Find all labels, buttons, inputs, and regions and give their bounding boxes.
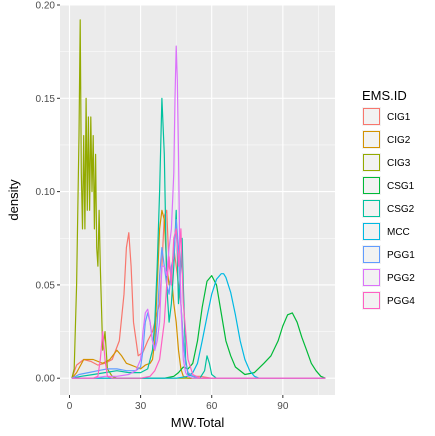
density-line-pgg4 bbox=[71, 228, 326, 379]
legend-key-bg bbox=[362, 268, 381, 287]
series-layer bbox=[71, 19, 326, 379]
legend-label-csg1: CSG1 bbox=[387, 181, 415, 192]
density-line-csg2 bbox=[71, 97, 326, 379]
x-tick-label: 30 bbox=[135, 401, 147, 412]
legend-key-pgg4 bbox=[363, 292, 380, 309]
legend-label-csg2: CSG2 bbox=[387, 204, 415, 215]
axes: 0 30 60 90 0.00 0.05 0.10 0.15 0.20 bbox=[36, 1, 289, 413]
legend-label-cig3: CIG3 bbox=[387, 158, 411, 169]
y-axis-title: density bbox=[6, 179, 21, 221]
legend-label-cig1: CIG1 bbox=[387, 112, 411, 123]
legend-key-bg bbox=[362, 153, 381, 172]
legend: EMS.ID CIG1 CIG2 CIG3 CSG1 CSG2 MCC PGG1 PGG2 PG… bbox=[362, 88, 415, 310]
legend-key-bg bbox=[362, 176, 381, 195]
x-axis-title: MW.Total bbox=[171, 415, 225, 430]
legend-key-bg bbox=[362, 222, 381, 241]
density-line-csg1 bbox=[71, 275, 326, 379]
legend-key-pgg2 bbox=[363, 269, 380, 286]
legend-key-csg1 bbox=[363, 177, 380, 194]
y-tick-label: 0.05 bbox=[36, 280, 56, 291]
x-tick-label: 60 bbox=[206, 401, 218, 412]
legend-key-csg2 bbox=[363, 200, 380, 217]
density-line-mcc bbox=[71, 273, 326, 379]
plot-panel bbox=[60, 5, 335, 395]
legend-key-bg bbox=[362, 130, 381, 149]
density-line-pgg2 bbox=[71, 45, 326, 379]
y-tick-label: 0.10 bbox=[36, 187, 56, 198]
legend-key-cig3 bbox=[363, 154, 380, 171]
legend-label-pgg1: PGG1 bbox=[387, 250, 415, 261]
y-tick-label: 0.00 bbox=[36, 374, 56, 385]
legend-key-bg bbox=[362, 291, 381, 310]
legend-key-bg bbox=[362, 199, 381, 218]
x-tick-label: 0 bbox=[67, 401, 73, 412]
y-tick-label: 0.15 bbox=[36, 94, 56, 105]
legend-key-pgg1 bbox=[363, 246, 380, 263]
legend-label-mcc: MCC bbox=[387, 227, 410, 238]
y-tick-label: 0.20 bbox=[36, 1, 56, 12]
x-tick-label: 90 bbox=[277, 401, 289, 412]
legend-label-pgg4: PGG4 bbox=[387, 296, 415, 307]
legend-key-mcc bbox=[363, 223, 380, 240]
legend-title: EMS.ID bbox=[362, 88, 407, 103]
legend-key-cig2 bbox=[363, 131, 380, 148]
legend-label-cig2: CIG2 bbox=[387, 135, 411, 146]
legend-key-bg bbox=[362, 245, 381, 264]
legend-key-bg bbox=[362, 107, 381, 126]
legend-key-cig1 bbox=[363, 108, 380, 125]
legend-label-pgg2: PGG2 bbox=[387, 273, 415, 284]
